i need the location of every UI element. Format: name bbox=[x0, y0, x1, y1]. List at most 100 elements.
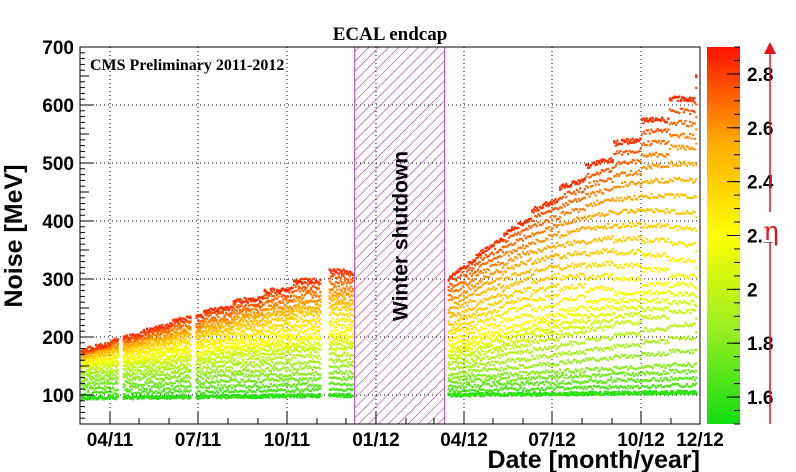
data-point bbox=[215, 329, 218, 332]
data-point bbox=[268, 346, 271, 349]
data-point bbox=[227, 356, 231, 359]
data-point bbox=[138, 336, 141, 340]
data-point bbox=[227, 394, 231, 398]
data-point bbox=[319, 373, 322, 376]
data-point bbox=[449, 289, 452, 293]
data-point bbox=[173, 321, 177, 324]
data-point bbox=[300, 327, 303, 330]
data-point bbox=[178, 323, 181, 326]
data-point bbox=[268, 321, 271, 324]
data-point bbox=[340, 394, 344, 397]
data-point bbox=[294, 356, 297, 359]
data-point bbox=[299, 312, 302, 315]
data-point bbox=[269, 358, 272, 362]
data-point bbox=[464, 267, 467, 270]
data-point bbox=[91, 386, 95, 389]
data-point bbox=[159, 332, 163, 335]
data-point bbox=[461, 322, 464, 326]
data-point bbox=[297, 379, 300, 382]
data-point bbox=[113, 377, 116, 380]
data-point bbox=[348, 275, 351, 278]
data-point bbox=[456, 394, 460, 397]
data-point bbox=[245, 297, 248, 300]
data-point bbox=[453, 360, 456, 364]
data-point bbox=[113, 359, 116, 363]
data-point bbox=[246, 363, 249, 366]
data-point bbox=[235, 351, 238, 355]
data-point bbox=[258, 371, 262, 374]
data-point bbox=[207, 347, 211, 350]
data-point bbox=[263, 340, 266, 344]
data-point bbox=[260, 360, 263, 364]
data-point bbox=[313, 325, 316, 328]
data-point bbox=[334, 337, 337, 341]
data-point bbox=[313, 282, 316, 285]
data-point bbox=[164, 338, 167, 342]
data-point bbox=[227, 335, 231, 338]
data-point bbox=[241, 341, 245, 345]
data-point bbox=[156, 359, 159, 362]
data-point bbox=[328, 392, 331, 396]
data-point bbox=[464, 339, 467, 342]
data-point bbox=[333, 270, 336, 273]
data-point bbox=[217, 324, 220, 327]
data-point bbox=[316, 394, 319, 397]
data-point bbox=[291, 290, 294, 293]
data-point bbox=[292, 290, 296, 293]
data-point bbox=[245, 343, 248, 346]
data-point bbox=[265, 356, 268, 359]
data-point bbox=[218, 387, 221, 390]
data-point bbox=[243, 393, 246, 396]
data-point bbox=[209, 318, 212, 322]
data-point bbox=[218, 325, 221, 328]
data-point bbox=[348, 336, 351, 339]
data-point bbox=[300, 341, 303, 344]
data-point bbox=[289, 286, 293, 289]
data-point bbox=[144, 350, 147, 353]
data-point bbox=[159, 355, 163, 358]
data-point bbox=[152, 355, 155, 358]
data-point bbox=[330, 334, 333, 337]
data-point bbox=[297, 285, 300, 288]
data-point bbox=[169, 322, 172, 325]
data-point bbox=[286, 375, 289, 378]
data-point bbox=[339, 271, 342, 274]
data-point bbox=[294, 307, 297, 311]
data-point bbox=[294, 349, 297, 352]
data-point bbox=[303, 350, 307, 353]
data-point bbox=[209, 324, 212, 327]
data-point bbox=[159, 343, 163, 346]
data-point bbox=[344, 372, 347, 375]
data-point bbox=[285, 316, 288, 319]
data-point bbox=[234, 343, 237, 346]
data-point bbox=[156, 332, 159, 335]
data-point bbox=[296, 346, 299, 349]
data-point bbox=[308, 377, 311, 380]
data-point bbox=[132, 392, 135, 395]
data-point bbox=[235, 338, 238, 341]
data-point bbox=[214, 329, 217, 332]
data-point bbox=[305, 299, 308, 302]
data-point bbox=[257, 316, 260, 319]
data-point bbox=[237, 381, 240, 384]
data-point bbox=[296, 279, 299, 282]
data-point bbox=[311, 368, 314, 371]
data-point bbox=[296, 393, 299, 396]
data-point bbox=[156, 353, 159, 356]
data-point bbox=[466, 371, 469, 375]
data-point bbox=[241, 396, 245, 399]
data-point bbox=[186, 315, 189, 318]
data-point bbox=[455, 346, 458, 349]
data-point bbox=[311, 387, 314, 390]
data-point bbox=[347, 301, 350, 304]
data-point bbox=[150, 343, 153, 346]
data-point bbox=[175, 347, 178, 351]
data-point bbox=[164, 340, 167, 343]
data-point bbox=[265, 330, 268, 333]
data-point bbox=[135, 350, 138, 353]
data-point bbox=[113, 339, 116, 342]
data-point bbox=[96, 348, 99, 351]
data-point bbox=[314, 280, 317, 283]
data-point bbox=[246, 298, 249, 301]
data-point bbox=[251, 386, 254, 389]
